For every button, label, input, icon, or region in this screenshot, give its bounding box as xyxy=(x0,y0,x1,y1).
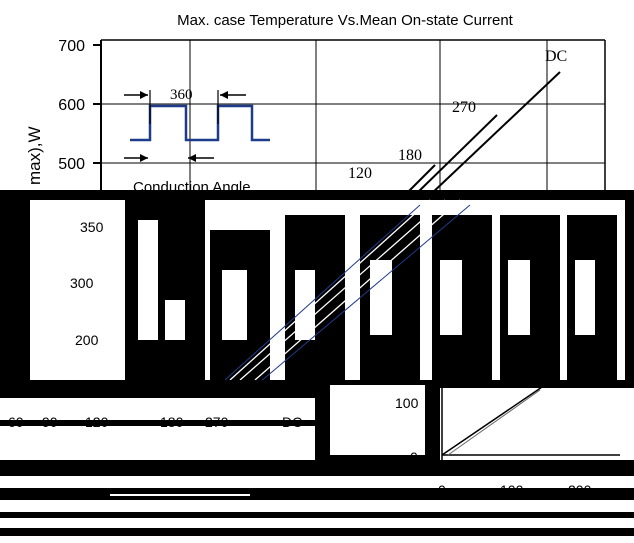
waveform-inset: 360 Conduction Angle xyxy=(124,87,270,196)
corrupt-tick-300: 300 xyxy=(70,275,94,291)
corrupt-inner-0: 0 xyxy=(410,449,418,465)
corrupt-inner-100: 100 xyxy=(395,395,419,411)
corrupt-inner-200: 200 xyxy=(243,245,267,261)
series-label-180: 180 xyxy=(398,147,422,164)
y-tick-700: 700 xyxy=(58,38,85,55)
corrupt-tick-200: 200 xyxy=(75,332,99,348)
chart-title: Max. case Temperature Vs.Mean On-state C… xyxy=(177,12,514,29)
curve-270 xyxy=(414,114,498,196)
curve-lines xyxy=(404,71,561,196)
y-ticks: 700 600 500 xyxy=(58,38,101,173)
plot-frame xyxy=(100,39,606,195)
corrupt-x-270: 270 xyxy=(205,414,229,430)
y-tick-600: 600 xyxy=(58,97,85,114)
corrupted-region xyxy=(0,190,634,536)
series-labels: 120 180 270 DC xyxy=(348,48,567,182)
corrupt-inner-250: 250 xyxy=(290,232,314,248)
series-label-270: 270 xyxy=(452,99,476,116)
corrupt-x-120: 120 xyxy=(85,414,109,430)
corrupt-tick-350: 350 xyxy=(80,219,104,235)
corrupt-x-180: 180 xyxy=(160,414,184,430)
corrupt-x-60: 60 xyxy=(8,414,24,430)
corrupted-labels: 350 300 200 250 200 100 0 60 90 120 180 … xyxy=(8,219,592,498)
curve-dc xyxy=(429,71,561,196)
corrupt-x-dc: DC xyxy=(282,414,302,430)
corrupt-x-90: 90 xyxy=(42,414,58,430)
series-label-dc: DC xyxy=(545,48,567,65)
corrupt-xt-0: 0 xyxy=(438,482,446,498)
gridlines xyxy=(101,40,605,195)
corrupt-xt-200: 200 xyxy=(568,482,592,498)
y-tick-500: 500 xyxy=(58,156,85,173)
corrupt-xt-100: 100 xyxy=(500,482,524,498)
waveform-signal xyxy=(130,104,270,142)
series-label-120: 120 xyxy=(348,165,372,182)
y-axis-label: max),W xyxy=(25,126,44,185)
period-label: 360 xyxy=(170,87,193,103)
